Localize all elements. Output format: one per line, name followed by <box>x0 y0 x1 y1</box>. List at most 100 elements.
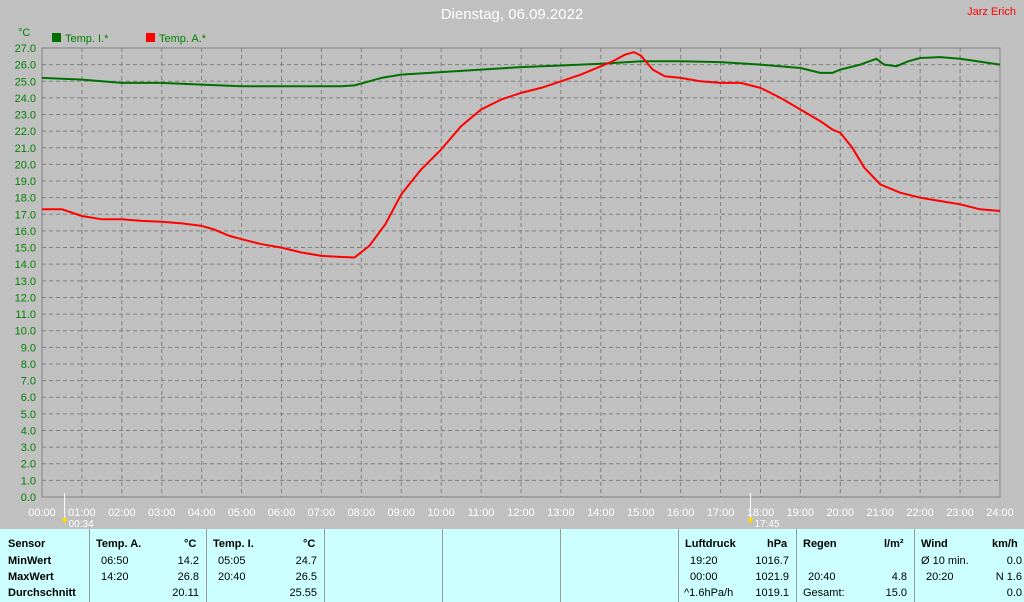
x-tick-label: 01:00 <box>68 507 96 519</box>
wind-time: 20:20 <box>926 571 954 583</box>
chart-grid <box>41 47 1001 498</box>
legend-swatch <box>52 33 61 42</box>
y-tick-label: 15.0 <box>15 243 36 255</box>
pressure-max-time: 00:00 <box>690 571 718 583</box>
temp-a-header: Temp. A. <box>96 538 142 550</box>
sun-icon <box>61 518 68 524</box>
temp-i-max-time: 20:40 <box>218 571 246 583</box>
y-tick-label: 8.0 <box>21 359 36 371</box>
y-tick-label: 3.0 <box>21 442 36 454</box>
x-tick-label: 06:00 <box>268 507 296 519</box>
y-tick-label: 11.0 <box>15 309 36 321</box>
series-line-temp-a <box>42 51 1001 259</box>
pressure-max: 1021.9 <box>755 571 789 583</box>
y-tick-label: 10.0 <box>15 326 36 338</box>
x-tick-label: 04:00 <box>188 507 216 519</box>
chart-legend: Temp. I.* Temp. A.* <box>52 33 207 45</box>
y-tick-label: 26.0 <box>15 60 36 72</box>
y-tick-label: 6.0 <box>21 392 36 404</box>
marker-label: 17:45 <box>755 519 780 530</box>
chart-title: Dienstag, 06.09.2022 <box>440 6 584 23</box>
sensor-header: Sensor <box>8 538 46 550</box>
pressure-unit: hPa <box>767 538 788 550</box>
time-markers: 00:34 17:45 <box>61 493 780 530</box>
y-tick-label: 5.0 <box>21 409 36 421</box>
y-tick-label: 23.0 <box>15 110 36 122</box>
pressure-trend: ^1.6hPa/h <box>684 587 734 599</box>
temperature-chart: 0.0 1.0 2.0 3.0 4.0 5.0 6.0 7.0 8.0 9.0 10.0 11.0 12… <box>15 27 1014 530</box>
legend-label: Temp. A.* <box>159 33 207 45</box>
sun-icon <box>747 518 754 524</box>
wind-last: 0.0 <box>1006 587 1022 599</box>
chart-lines <box>41 51 1001 259</box>
temp-i-unit: °C <box>303 538 316 550</box>
series-line-temp-i <box>41 56 1001 88</box>
pressure-avg: 1019.1 <box>755 587 789 599</box>
temp-i-max: 26.5 <box>295 571 317 583</box>
x-tick-label: 19:00 <box>787 507 815 519</box>
row-label-min: MinWert <box>8 555 52 567</box>
temp-i-min: 24.7 <box>295 555 317 567</box>
y-tick-label: 17.0 <box>15 209 36 221</box>
pressure-header: Luftdruck <box>685 538 736 550</box>
y-tick-label: 24.0 <box>15 93 36 105</box>
wind-avg-label: Ø 10 min. <box>921 555 969 567</box>
y-axis-unit: °C <box>18 27 30 39</box>
y-tick-label: 0.0 <box>21 492 36 504</box>
x-tick-label: 15:00 <box>627 507 655 519</box>
rain-total-label: Gesamt: <box>803 587 845 599</box>
row-label-max: MaxWert <box>8 571 54 583</box>
x-tick-label: 14:00 <box>587 507 615 519</box>
wind-avg-value: 0.0 <box>1006 555 1022 567</box>
y-tick-label: 20.0 <box>15 159 36 171</box>
y-tick-label: 25.0 <box>15 76 36 88</box>
temp-i-header: Temp. I. <box>213 538 254 550</box>
x-tick-label: 12:00 <box>507 507 535 519</box>
x-tick-label: 24:00 <box>986 507 1014 519</box>
x-tick-label: 17:00 <box>707 507 735 519</box>
temp-a-min: 14.2 <box>177 555 199 567</box>
rain-total: 15.0 <box>885 587 907 599</box>
x-tick-label: 00:00 <box>28 507 56 519</box>
x-tick-label: 21:00 <box>866 507 894 519</box>
x-tick-label: 20:00 <box>827 507 855 519</box>
x-tick-label: 05:00 <box>228 507 256 519</box>
y-tick-label: 19.0 <box>15 176 36 188</box>
y-tick-label: 1.0 <box>21 475 36 487</box>
legend-swatch <box>146 33 155 42</box>
y-tick-label: 4.0 <box>21 425 36 437</box>
y-tick-label: 27.0 <box>15 43 36 55</box>
x-tick-label: 08:00 <box>348 507 376 519</box>
x-tick-label: 10:00 <box>427 507 455 519</box>
temp-a-avg: 20.11 <box>172 587 199 599</box>
y-tick-label: 14.0 <box>15 259 36 271</box>
temp-i-min-time: 05:05 <box>218 555 246 567</box>
x-tick-label: 16:00 <box>667 507 695 519</box>
temp-a-max: 26.8 <box>177 571 199 583</box>
x-tick-label: 03:00 <box>148 507 176 519</box>
x-tick-label: 11:00 <box>468 507 495 519</box>
x-tick-label: 07:00 <box>308 507 336 519</box>
marker-label: 00:34 <box>69 519 94 530</box>
row-label-avg: Durchschnitt <box>8 587 76 599</box>
y-tick-label: 21.0 <box>15 143 36 155</box>
stats-table: Sensor MinWert MaxWert Durchschnitt Temp… <box>0 529 1024 602</box>
y-tick-label: 13.0 <box>15 276 36 288</box>
y-tick-label: 2.0 <box>21 459 36 471</box>
x-tick-label: 09:00 <box>387 507 415 519</box>
x-axis-ticks: 00:00 01:00 02:00 03:00 04:00 05:00 06:00 07:00… <box>28 507 1014 519</box>
rain-unit: l/m² <box>884 538 904 550</box>
y-tick-label: 12.0 <box>15 292 36 304</box>
wind-unit: km/h <box>992 538 1018 550</box>
wind-header: Wind <box>921 538 948 550</box>
y-tick-label: 18.0 <box>15 193 36 205</box>
y-tick-label: 9.0 <box>21 342 36 354</box>
legend-label: Temp. I.* <box>65 33 109 45</box>
wind-gust: N 1.6 <box>995 571 1022 583</box>
x-tick-label: 13:00 <box>547 507 575 519</box>
author-label: Jarz Erich <box>967 6 1016 18</box>
temp-a-max-time: 14:20 <box>101 571 129 583</box>
temp-a-min-time: 06:50 <box>101 555 129 567</box>
rain-time: 20:40 <box>808 571 836 583</box>
pressure-min: 1016.7 <box>755 555 789 567</box>
